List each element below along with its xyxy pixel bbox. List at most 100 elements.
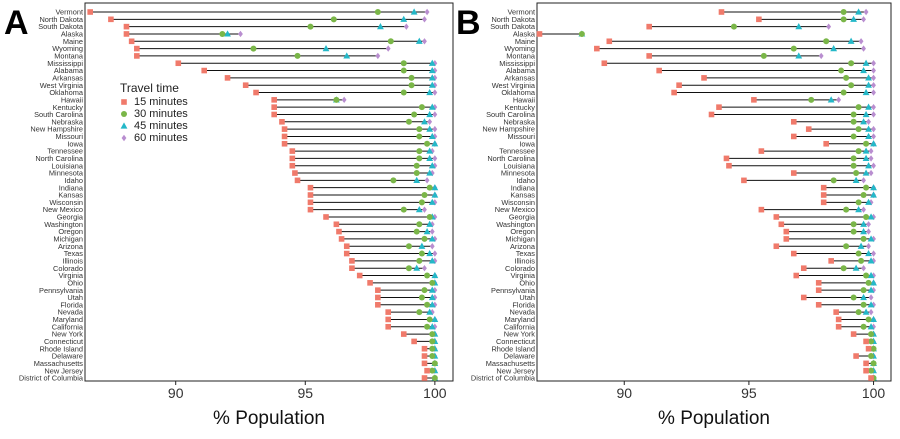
point-nebraska-15-minutes	[790, 119, 797, 125]
point-virginia-15-minutes	[356, 272, 363, 279]
point-new-hampshire-60-minutes	[432, 125, 438, 133]
point-wisconsin-30-minutes	[855, 199, 862, 206]
state-label-new-mexico: New Mexico	[43, 205, 83, 214]
state-label-maryland: Maryland	[505, 315, 535, 324]
point-rhode-island-15-minutes	[865, 345, 872, 352]
point-oregon-30-minutes	[413, 228, 420, 235]
point-oregon-60-minutes	[866, 228, 871, 235]
point-alaska-60-minutes	[238, 30, 243, 38]
point-new-mexico-15-minutes	[758, 206, 765, 213]
point-montana-45-minutes	[795, 52, 803, 59]
state-label-oregon: Oregon	[510, 227, 535, 236]
point-maryland-45-minutes	[870, 315, 877, 323]
point-north-carolina-30-minutes	[850, 155, 857, 162]
point-colorado-15-minutes	[800, 265, 807, 271]
state-label-louisiana: Louisiana	[503, 161, 536, 170]
point-california-15-minutes	[385, 323, 392, 330]
point-new-mexico-30-minutes	[400, 206, 407, 213]
point-kentucky-60-minutes	[871, 103, 876, 111]
point-illinois-15-minutes	[828, 258, 834, 264]
state-label-district-of-columbia: District of Columbia	[19, 374, 84, 383]
point-south-carolina-60-minutes	[871, 111, 876, 118]
point-wyoming-30-minutes	[790, 45, 797, 52]
state-label-nebraska: Nebraska	[503, 117, 536, 126]
point-mississippi-30-minutes	[848, 60, 855, 67]
point-michigan-30-minutes	[860, 235, 867, 242]
point-montana-15-minutes	[646, 53, 652, 59]
point-maryland-30-minutes	[865, 316, 872, 323]
point-north-dakota-45-minutes	[400, 15, 408, 22]
point-arizona-30-minutes	[843, 243, 850, 250]
state-label-michigan: Michigan	[505, 235, 535, 244]
point-montana-15-minutes	[134, 53, 140, 59]
state-label-nevada: Nevada	[510, 308, 536, 317]
point-nevada-60-minutes	[868, 308, 874, 316]
state-label-new-hampshire: New Hampshire	[30, 125, 83, 134]
point-michigan-30-minutes	[421, 235, 428, 242]
state-label-iowa: Iowa	[67, 139, 84, 148]
state-label-virginia: Virginia	[510, 271, 535, 280]
point-alaska-45-minutes	[224, 30, 231, 37]
point-connecticut-15-minutes	[863, 338, 869, 345]
point-massachusetts-30-minutes	[431, 360, 438, 367]
state-label-kentucky: Kentucky	[53, 103, 84, 112]
point-ohio-30-minutes	[865, 279, 872, 286]
point-indiana-30-minutes	[863, 184, 870, 191]
state-label-california: California	[52, 322, 84, 331]
point-vermont-60-minutes	[863, 8, 869, 16]
point-new-mexico-60-minutes	[861, 206, 866, 213]
point-oregon-45-minutes	[423, 228, 431, 235]
point-indiana-15-minutes	[820, 184, 827, 191]
point-tennessee-15-minutes	[289, 148, 296, 154]
point-new-mexico-15-minutes	[307, 206, 314, 213]
point-idaho-45-minutes	[413, 176, 421, 183]
point-florida-30-minutes	[860, 301, 867, 308]
point-tennessee-30-minutes	[416, 148, 423, 155]
point-vermont-30-minutes	[374, 9, 381, 15]
point-iowa-30-minutes	[424, 140, 431, 147]
point-pennsylvania-15-minutes	[375, 287, 381, 293]
state-label-minnesota: Minnesota	[49, 169, 84, 178]
point-arizona-15-minutes	[773, 243, 780, 250]
point-alaska-15-minutes	[123, 31, 130, 37]
point-new-mexico-45-minutes	[855, 206, 862, 213]
point-north-carolina-45-minutes	[862, 154, 870, 161]
plot-frame	[84, 2, 454, 382]
point-utah-45-minutes	[860, 293, 867, 301]
point-maine-45-minutes	[847, 37, 855, 44]
point-michigan-15-minutes	[783, 236, 790, 242]
point-new-york-15-minutes	[400, 331, 407, 337]
point-oklahoma-45-minutes	[862, 88, 870, 96]
point-delaware-30-minutes	[868, 353, 875, 360]
point-texas-45-minutes	[865, 249, 872, 257]
point-georgia-15-minutes	[323, 214, 329, 220]
state-label-rhode-island: Rhode Island	[39, 344, 83, 353]
point-wyoming-60-minutes	[385, 45, 391, 52]
point-missouri-30-minutes	[850, 133, 857, 140]
point-north-dakota-15-minutes	[756, 16, 762, 23]
point-missouri-60-minutes	[871, 133, 876, 140]
point-nevada-45-minutes	[862, 308, 870, 315]
point-wyoming-15-minutes	[134, 45, 140, 52]
point-indiana-45-minutes	[431, 184, 439, 191]
point-district-of-columbia-15-minutes	[421, 375, 428, 381]
point-west-virginia-15-minutes	[242, 82, 249, 88]
point-north-carolina-15-minutes	[723, 155, 730, 162]
point-iowa-45-minutes	[431, 140, 439, 147]
point-michigan-15-minutes	[338, 236, 345, 242]
point-pennsylvania-45-minutes	[428, 286, 436, 293]
legend-marker-2	[121, 111, 127, 117]
state-label-oklahoma: Oklahoma	[49, 88, 84, 97]
state-label-georgia: Georgia	[509, 213, 536, 222]
state-label-north-dakota: North Dakota	[491, 15, 535, 24]
state-label-arkansas: Arkansas	[52, 73, 83, 82]
state-label-texas: Texas	[516, 249, 536, 258]
state-label-arizona: Arizona	[510, 242, 536, 251]
point-california-15-minutes	[835, 323, 842, 330]
state-label-illinois: Illinois	[62, 256, 83, 265]
point-oklahoma-15-minutes	[671, 89, 677, 96]
point-west-virginia-30-minutes	[408, 82, 415, 89]
state-label-maine: Maine	[63, 37, 83, 46]
point-south-dakota-45-minutes	[377, 23, 384, 30]
